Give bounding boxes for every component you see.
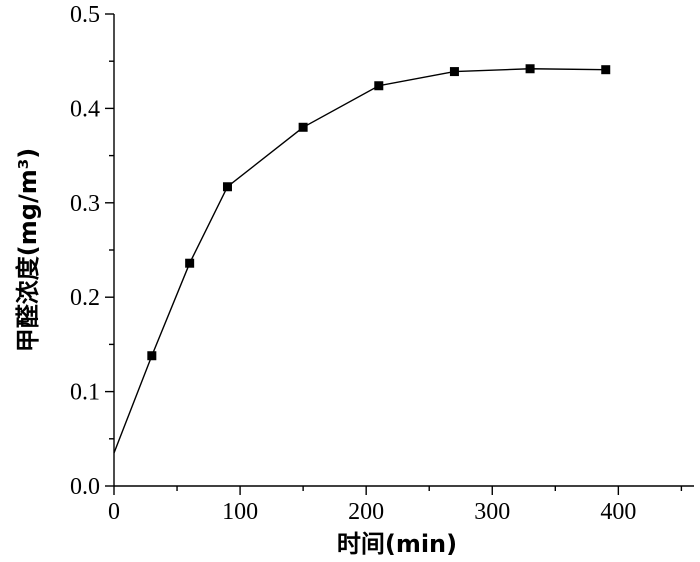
data-point — [374, 81, 384, 91]
data-point — [601, 65, 611, 75]
data-point — [147, 351, 157, 361]
x-axis-title: 时间(min) — [337, 530, 457, 558]
y-tick-label: 0.3 — [70, 191, 100, 217]
y-axis-title: 甲醛浓度(mg/m³) — [14, 148, 42, 352]
data-point — [185, 258, 195, 268]
y-tick-label: 0.4 — [70, 96, 100, 122]
plot-area — [113, 14, 694, 487]
data-point — [449, 67, 459, 77]
x-tick-label: 0 — [108, 499, 120, 525]
y-tick-label: 0.0 — [70, 474, 100, 500]
x-axis-ticks: 0 100 200 300 400 — [108, 486, 683, 525]
data-point — [525, 64, 535, 74]
x-tick-label: 100 — [222, 499, 258, 525]
x-tick-label: 300 — [474, 499, 510, 525]
y-axis-ticks: 0.0 0.1 0.2 0.3 0.4 0.5 — [70, 2, 114, 500]
x-tick-label: 400 — [600, 499, 636, 525]
series-markers — [147, 64, 611, 361]
y-tick-label: 0.5 — [70, 2, 100, 28]
y-tick-label: 0.1 — [70, 380, 100, 406]
data-point — [222, 182, 232, 192]
x-tick-label: 200 — [348, 499, 384, 525]
y-tick-label: 0.2 — [70, 285, 100, 311]
data-point — [298, 122, 308, 132]
